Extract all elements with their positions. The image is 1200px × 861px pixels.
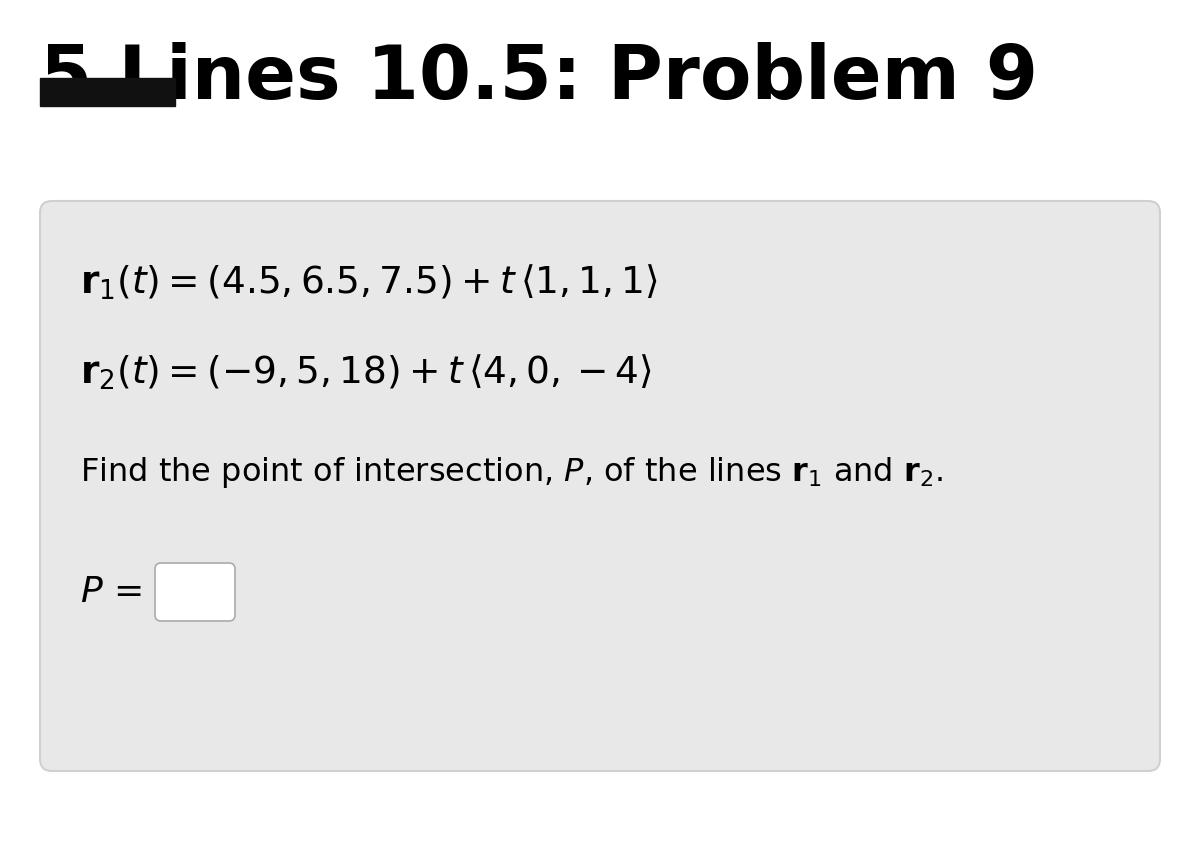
Text: 5 Lines 10.5: Problem 9: 5 Lines 10.5: Problem 9 <box>40 42 1038 115</box>
Bar <box>40 79 175 107</box>
Text: $P$ =: $P$ = <box>80 574 142 608</box>
Text: $\mathbf{r}_1(t) = (4.5, 6.5, 7.5) + t\,\langle 1, 1, 1\rangle$: $\mathbf{r}_1(t) = (4.5, 6.5, 7.5) + t\,… <box>80 262 658 301</box>
FancyBboxPatch shape <box>40 201 1160 771</box>
Text: $\mathbf{r}_2(t) = (-9, 5, 18) + t\,\langle 4, 0, -4\rangle$: $\mathbf{r}_2(t) = (-9, 5, 18) + t\,\lan… <box>80 352 652 391</box>
FancyBboxPatch shape <box>155 563 235 622</box>
Text: Find the point of intersection, $P$, of the lines $\mathbf{r}_1$ and $\mathbf{r}: Find the point of intersection, $P$, of … <box>80 454 943 489</box>
